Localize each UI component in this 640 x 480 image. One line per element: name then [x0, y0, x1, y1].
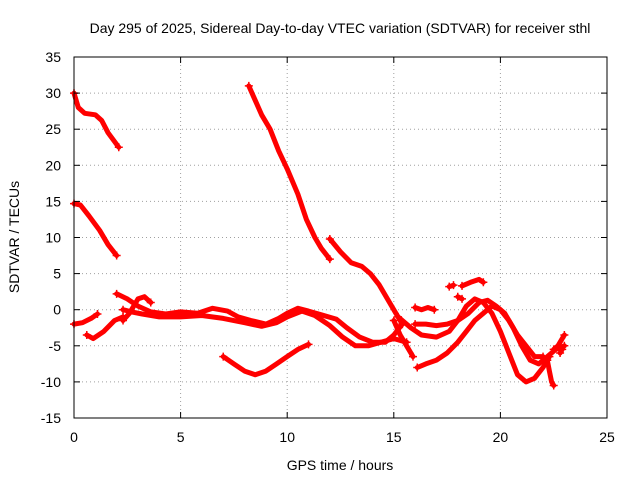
- series-s20-start-marker: [549, 345, 558, 354]
- series-s9-end-marker: [325, 255, 334, 264]
- x-axis-title: GPS time / hours: [287, 457, 394, 473]
- y-axis-title: SDTVAR / TECUs: [6, 181, 22, 293]
- series-s4-start-marker: [82, 330, 91, 339]
- plot-frame: [73, 56, 608, 419]
- x-tick-label: 0: [70, 429, 78, 445]
- series-s6-end-marker: [146, 298, 155, 307]
- series-s11-end-marker: [408, 352, 417, 361]
- series-s14: [412, 297, 567, 367]
- y-tick-label: 5: [53, 266, 61, 282]
- series-s15-start-marker: [394, 312, 403, 321]
- series-s19: [544, 357, 557, 388]
- y-tick-label: -5: [49, 338, 62, 354]
- x-tick-label: 5: [177, 429, 185, 445]
- series-s6: [120, 294, 154, 323]
- series-s20-end-marker: [560, 330, 569, 339]
- series-s15: [395, 296, 552, 385]
- series-s19-start-marker: [543, 356, 552, 365]
- series-s10: [327, 236, 405, 327]
- grid: [74, 57, 607, 418]
- series-s3: [71, 311, 100, 327]
- chart-title: Day 295 of 2025, Sidereal Day-to-day VTE…: [90, 20, 591, 36]
- series-s21-end-marker: [558, 345, 567, 354]
- series-s1: [71, 90, 122, 150]
- series-s17-end-marker: [449, 281, 458, 290]
- y-tick-label: -15: [41, 410, 61, 426]
- y-tick-label: 30: [45, 85, 61, 101]
- series-s13: [414, 303, 546, 370]
- series-s9-start-marker: [244, 81, 253, 90]
- series-s11: [391, 318, 416, 360]
- series-s16-start-marker: [458, 281, 467, 290]
- series-s16-end-marker: [479, 278, 488, 287]
- series-s13-start-marker: [413, 363, 422, 372]
- series-s12-end-marker: [430, 305, 439, 314]
- series-s18-end-marker: [458, 294, 467, 303]
- x-tick-label: 25: [599, 429, 615, 445]
- series-s9: [246, 83, 333, 262]
- series-s7: [120, 307, 410, 349]
- series-s2-end-marker: [112, 251, 121, 260]
- x-tick-label: 10: [279, 429, 295, 445]
- y-tick-label: 15: [45, 193, 61, 209]
- series-s12: [412, 305, 437, 313]
- series-s17-start-marker: [445, 282, 454, 291]
- series-s8-start-marker: [219, 352, 228, 361]
- series-s10-start-marker: [325, 234, 334, 243]
- series-s19-end-marker: [549, 381, 558, 390]
- series-s4: [84, 314, 126, 342]
- axis-ticks: 0 5 10 15 20 25 -15 -10 -5 0 5 10 15 20 25 30 35: [41, 49, 615, 445]
- series-s5-start-marker: [112, 289, 121, 298]
- y-tick-label: 35: [45, 49, 61, 65]
- series-s7-start-marker: [119, 305, 128, 314]
- series-s12-start-marker: [411, 303, 420, 312]
- series-s20: [551, 332, 567, 352]
- series-s8-end-marker: [304, 340, 313, 349]
- y-tick-label: -10: [41, 374, 61, 390]
- y-tick-label: 20: [45, 157, 61, 173]
- series-s11-start-marker: [389, 316, 398, 325]
- series-s18-start-marker: [453, 292, 462, 301]
- series-s6-start-marker: [119, 316, 128, 325]
- y-tick-label: 0: [53, 302, 61, 318]
- series-s16: [459, 276, 486, 289]
- series-s3-end-marker: [93, 310, 102, 319]
- series-s14-start-marker: [411, 320, 420, 329]
- series-s8: [220, 341, 311, 378]
- series-s2: [71, 201, 120, 258]
- series-s1-end-marker: [114, 143, 123, 152]
- x-tick-label: 15: [386, 429, 402, 445]
- y-tick-label: 25: [45, 121, 61, 137]
- y-tick-label: 10: [45, 230, 61, 246]
- x-tick-label: 20: [493, 429, 509, 445]
- data-series: [70, 81, 569, 390]
